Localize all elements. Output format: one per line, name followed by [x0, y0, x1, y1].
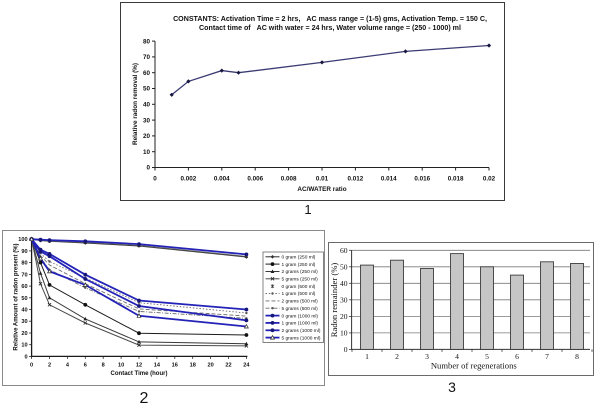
svg-text:0 gram (250 ml): 0 gram (250 ml)	[282, 255, 316, 261]
svg-text:Contact time of AC with wate: Contact time of AC with water = 24 hrs, …	[199, 24, 461, 32]
svg-text:0.004: 0.004	[214, 176, 230, 183]
svg-text:Number of regenerations: Number of regenerations	[431, 360, 518, 370]
svg-text:0 gram (500 ml): 0 gram (500 ml)	[282, 284, 316, 290]
svg-text:CONSTANTS: Activation Time = 2: CONSTANTS: Activation Time = 2 hrs, AC m…	[173, 15, 487, 23]
svg-text:8: 8	[102, 362, 105, 368]
svg-text:20: 20	[143, 133, 151, 140]
svg-text:10: 10	[143, 149, 151, 156]
svg-text:Relative radon removal (%): Relative radon removal (%)	[132, 63, 139, 145]
svg-text:70: 70	[21, 272, 27, 278]
svg-text:0 gram (1000 ml): 0 gram (1000 ml)	[282, 313, 319, 319]
svg-text:0.008: 0.008	[281, 176, 297, 183]
svg-text:30: 30	[21, 319, 27, 325]
svg-text:0.01: 0.01	[316, 176, 329, 183]
svg-text:2 grams (500 ml): 2 grams (500 ml)	[282, 299, 319, 305]
svg-text:70: 70	[143, 54, 151, 61]
svg-text:100: 100	[18, 237, 27, 243]
svg-text:90: 90	[21, 249, 27, 255]
svg-text:20: 20	[21, 331, 27, 337]
svg-text:0: 0	[146, 165, 150, 172]
svg-text:60: 60	[143, 70, 151, 77]
svg-text:10: 10	[118, 362, 124, 368]
svg-text:50: 50	[21, 296, 27, 302]
svg-text:40: 40	[340, 279, 348, 288]
svg-text:Radon remainder (%): Radon remainder (%)	[329, 263, 339, 338]
svg-text:0.016: 0.016	[414, 176, 430, 183]
svg-text:6: 6	[84, 362, 87, 368]
svg-text:40: 40	[143, 102, 151, 109]
svg-text:5 grams (500 ml): 5 grams (500 ml)	[282, 306, 319, 312]
svg-text:80: 80	[143, 38, 151, 45]
svg-text:30: 30	[143, 117, 151, 124]
svg-text:60: 60	[340, 246, 348, 255]
svg-text:8: 8	[575, 352, 579, 361]
svg-text:22: 22	[225, 362, 231, 368]
svg-text:0.014: 0.014	[381, 176, 397, 183]
svg-text:4: 4	[66, 362, 70, 368]
svg-text:0.006: 0.006	[247, 176, 263, 183]
svg-text:40: 40	[21, 308, 27, 314]
svg-text:2: 2	[48, 362, 51, 368]
svg-text:50: 50	[143, 86, 151, 93]
svg-text:0: 0	[24, 354, 27, 360]
svg-text:50: 50	[340, 262, 348, 271]
svg-text:5: 5	[485, 352, 489, 361]
svg-text:0: 0	[153, 176, 157, 183]
svg-text:16: 16	[172, 362, 178, 368]
svg-text:1 gram (250 ml): 1 gram (250 ml)	[282, 262, 316, 268]
svg-text:10: 10	[21, 343, 27, 349]
svg-text:1 gram (1000 ml): 1 gram (1000 ml)	[282, 321, 319, 327]
svg-text:5 grams (1000 ml): 5 grams (1000 ml)	[282, 335, 321, 341]
svg-text:3: 3	[425, 352, 429, 361]
svg-text:30: 30	[340, 295, 348, 304]
svg-text:24: 24	[243, 362, 250, 368]
svg-text:14: 14	[154, 362, 161, 368]
svg-text:2 grams (250 ml): 2 grams (250 ml)	[282, 269, 319, 275]
svg-text:60: 60	[21, 284, 27, 290]
svg-text:4: 4	[455, 352, 459, 361]
svg-text:0.002: 0.002	[181, 176, 197, 183]
svg-text:7: 7	[545, 352, 549, 361]
svg-text:1 gram (500 ml): 1 gram (500 ml)	[282, 291, 316, 297]
svg-text:0: 0	[344, 345, 348, 354]
svg-text:10: 10	[340, 329, 348, 338]
svg-text:0.02: 0.02	[483, 176, 496, 183]
svg-text:Contact Time (hour): Contact Time (hour)	[111, 371, 168, 377]
svg-text:80: 80	[21, 261, 27, 267]
svg-text:Relative Amount of radon prese: Relative Amount of radon present (%)	[14, 243, 20, 350]
svg-text:20: 20	[340, 312, 348, 321]
svg-text:0.018: 0.018	[448, 176, 464, 183]
svg-text:0: 0	[30, 362, 33, 368]
svg-text:5 grams (250 ml): 5 grams (250 ml)	[282, 277, 319, 283]
svg-text:20: 20	[207, 362, 213, 368]
svg-text:0.012: 0.012	[348, 176, 364, 183]
svg-text:18: 18	[190, 362, 196, 368]
svg-text:6: 6	[515, 352, 519, 361]
svg-text:12: 12	[136, 362, 142, 368]
svg-text:2 grams (1000 ml): 2 grams (1000 ml)	[282, 328, 321, 334]
svg-text:2: 2	[395, 352, 399, 361]
svg-text:AC/WATER ratio: AC/WATER ratio	[297, 186, 346, 193]
svg-text:1: 1	[365, 352, 369, 361]
